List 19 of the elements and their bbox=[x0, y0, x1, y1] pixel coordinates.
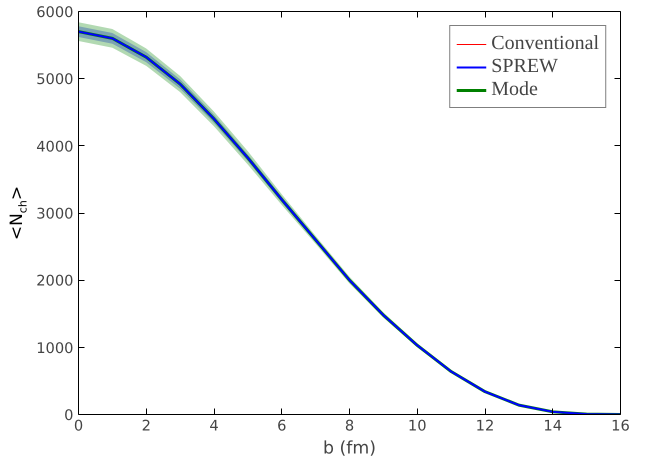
x-tick-label: 10 bbox=[408, 418, 427, 434]
x-tick-label: 4 bbox=[209, 418, 219, 434]
y-tick-label: 0 bbox=[64, 407, 74, 424]
legend-label: Conventional bbox=[491, 32, 599, 55]
legend-label: SPREW bbox=[491, 55, 558, 78]
x-tick-label: 2 bbox=[142, 418, 151, 434]
y-tick-label: 5000 bbox=[36, 71, 74, 88]
x-tick-label: 14 bbox=[543, 418, 562, 434]
y-tick-label: 6000 bbox=[36, 4, 74, 21]
x-tick-label: 8 bbox=[344, 418, 354, 434]
x-tick-label: 16 bbox=[611, 418, 630, 434]
x-tick-label: 12 bbox=[476, 418, 494, 434]
y-tick-label: 3000 bbox=[36, 206, 74, 222]
y-tick-label: 2000 bbox=[36, 272, 74, 290]
y-tick-label: 4000 bbox=[36, 138, 74, 156]
x-axis-title: b (fm) bbox=[322, 438, 376, 458]
y-tick-label: 1000 bbox=[36, 340, 74, 357]
x-tick-label: 6 bbox=[277, 418, 286, 434]
legend-label: Mode bbox=[491, 78, 538, 101]
